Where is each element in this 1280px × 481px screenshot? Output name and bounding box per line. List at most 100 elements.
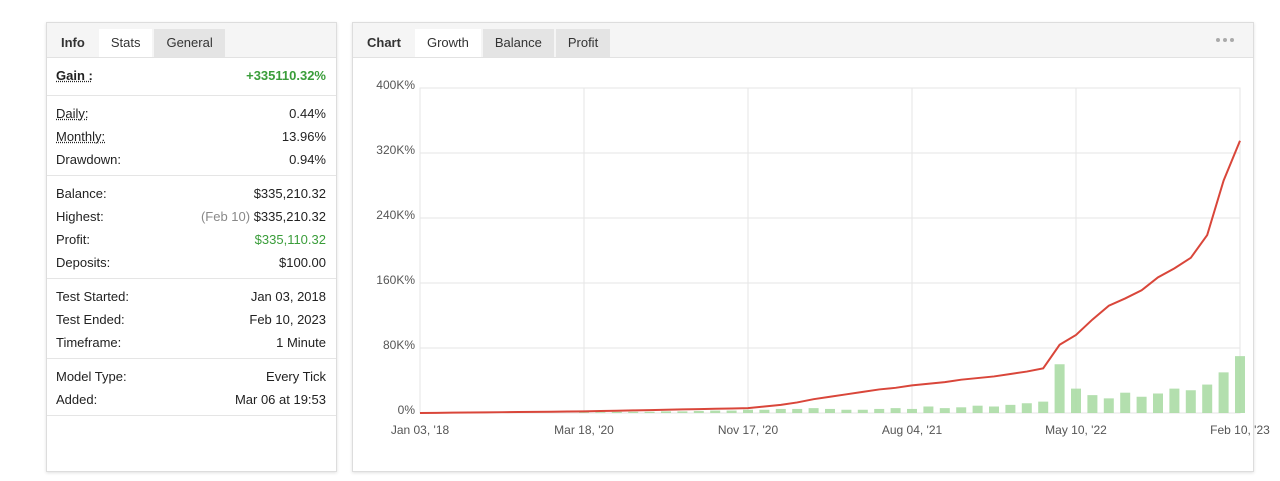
stat-value-wrap: 1 Minute — [276, 331, 326, 354]
stat-value-wrap: Mar 06 at 19:53 — [235, 388, 326, 411]
volume-bar — [611, 411, 622, 413]
volume-bar — [628, 411, 639, 413]
stat-label: Added: — [56, 392, 98, 407]
volume-bar — [759, 409, 770, 413]
stat-value-wrap: Jan 03, 2018 — [251, 285, 326, 308]
stat-value-wrap: Every Tick — [266, 365, 326, 388]
volume-bar — [644, 411, 655, 413]
volume-bar — [907, 408, 917, 413]
stat-value: Feb 10, 2023 — [249, 312, 326, 327]
volume-bar — [1153, 393, 1163, 413]
stats-panel: Info Stats General Gain : +335110.32% Daily:… — [46, 22, 337, 472]
volume-bar — [775, 408, 786, 413]
chart-tabs: Chart Growth Balance Profit — [353, 23, 1253, 58]
stat-label: Model Type: — [56, 369, 127, 384]
stat-group: Daily: 0.44% Monthly: 13.96% Drawdown: 0.94% — [47, 96, 336, 176]
x-tick-label: Jan 03, '18 — [391, 423, 450, 437]
stat-value: 0.44% — [289, 106, 326, 121]
stat-value: Mar 06 at 19:53 — [234, 392, 326, 407]
stat-label: Test Started: — [56, 289, 129, 304]
stat-label: Timeframe: — [56, 335, 122, 350]
growth-line — [419, 140, 1241, 414]
volume-bar — [1136, 396, 1147, 413]
volume-bar — [677, 411, 688, 413]
stat-row: Balance: $335,210.32 — [56, 182, 326, 205]
volume-bar — [1005, 404, 1016, 413]
stat-value-wrap: (Feb 10) $335,210.32 — [201, 205, 326, 228]
tab[interactable]: Chart — [367, 35, 401, 50]
volume-bar — [595, 412, 606, 413]
stat-row: Model Type: Every Tick — [56, 365, 326, 388]
tab[interactable]: Growth — [414, 29, 481, 57]
tab[interactable]: Info — [61, 35, 85, 50]
stat-row: Daily: 0.44% — [56, 102, 326, 125]
stat-value-wrap: 0.44% — [289, 102, 326, 125]
stat-value-wrap: $335,110.32 — [255, 228, 326, 251]
y-tick-label: 80K% — [383, 338, 415, 352]
stat-value-wrap: Feb 10, 2023 — [249, 308, 326, 331]
y-tick-label: 0% — [398, 403, 416, 417]
tab[interactable]: Balance — [482, 29, 554, 57]
stat-row: Drawdown: 0.94% — [56, 148, 326, 171]
stat-group: Balance: $335,210.32 Highest: (Feb 10) $335… — [47, 176, 336, 279]
tab[interactable]: Stats — [98, 29, 153, 57]
stat-row: Test Ended: Feb 10, 2023 — [56, 308, 326, 331]
x-tick-label: May 10, '22 — [1045, 423, 1107, 437]
volume-bar — [1235, 356, 1245, 413]
y-tick-label: 400K% — [376, 78, 415, 92]
y-tick-label: 240K% — [376, 208, 415, 222]
stat-value: Jan 03, 2018 — [250, 289, 326, 304]
volume-bar — [1087, 395, 1098, 413]
volume-bar — [710, 410, 721, 413]
volume-bar — [972, 405, 983, 413]
stat-label: Deposits: — [56, 255, 111, 270]
volume-bar — [857, 409, 868, 413]
stat-row: Monthly: 13.96% — [56, 125, 326, 148]
volume-bar — [1103, 398, 1114, 413]
y-tick-label: 160K% — [376, 273, 415, 287]
stat-label: Drawdown: — [56, 152, 122, 167]
stat-label: Profit: — [56, 232, 90, 247]
volume-bar — [1185, 390, 1196, 413]
volume-bar — [923, 406, 934, 413]
stat-row: Profit: $335,110.32 — [56, 228, 326, 251]
stat-label: Highest: — [56, 209, 104, 224]
x-tick-label: Nov 17, '20 — [718, 423, 779, 437]
stat-label: Daily: — [56, 106, 89, 121]
stat-note: (Feb 10) — [200, 209, 251, 224]
stat-value-wrap: +335110.32% — [246, 64, 326, 87]
volume-bar — [956, 407, 967, 413]
volume-bar — [1120, 392, 1131, 413]
stat-value: +335110.32% — [246, 68, 326, 83]
x-tick-label: Feb 10, '23 — [1210, 423, 1270, 437]
stat-row: Added: Mar 06 at 19:53 — [56, 388, 326, 411]
stat-value: $335,210.32 — [253, 186, 326, 201]
volume-bar — [1169, 388, 1180, 413]
stat-row: Gain : +335110.32% — [56, 64, 326, 87]
stat-group: Model Type: Every Tick Added: Mar 06 at 19:… — [47, 359, 336, 416]
stats-tabs: Info Stats General — [47, 23, 336, 58]
stat-row: Highest: (Feb 10) $335,210.32 — [56, 205, 326, 228]
stat-label: Test Ended: — [56, 312, 125, 327]
stat-value: Every Tick — [266, 369, 326, 384]
volume-bar — [890, 408, 901, 413]
x-tick-label: Mar 18, '20 — [554, 423, 614, 437]
stat-value: 0.94% — [289, 152, 326, 167]
stats-list: Gain : +335110.32% Daily: 0.44% Monthly: 13.9… — [47, 58, 336, 416]
menu-icon[interactable] — [1213, 35, 1243, 45]
tab[interactable]: General — [154, 29, 225, 57]
volume-bar — [726, 410, 737, 413]
volume-bar — [989, 406, 999, 413]
stat-row: Timeframe: 1 Minute — [56, 331, 326, 354]
stat-row: Deposits: $100.00 — [56, 251, 326, 274]
volume-bar — [661, 411, 671, 413]
stat-value: $335,110.32 — [254, 232, 326, 247]
stat-value: 1 Minute — [276, 335, 326, 350]
tab[interactable]: Profit — [555, 29, 611, 57]
chart-panel: Chart Growth Balance Profit — [352, 22, 1254, 472]
x-tick-label: Aug 04, '21 — [882, 423, 943, 437]
volume-bar — [1054, 364, 1065, 413]
stat-label: Gain : — [56, 68, 93, 83]
volume-bar — [939, 408, 950, 413]
